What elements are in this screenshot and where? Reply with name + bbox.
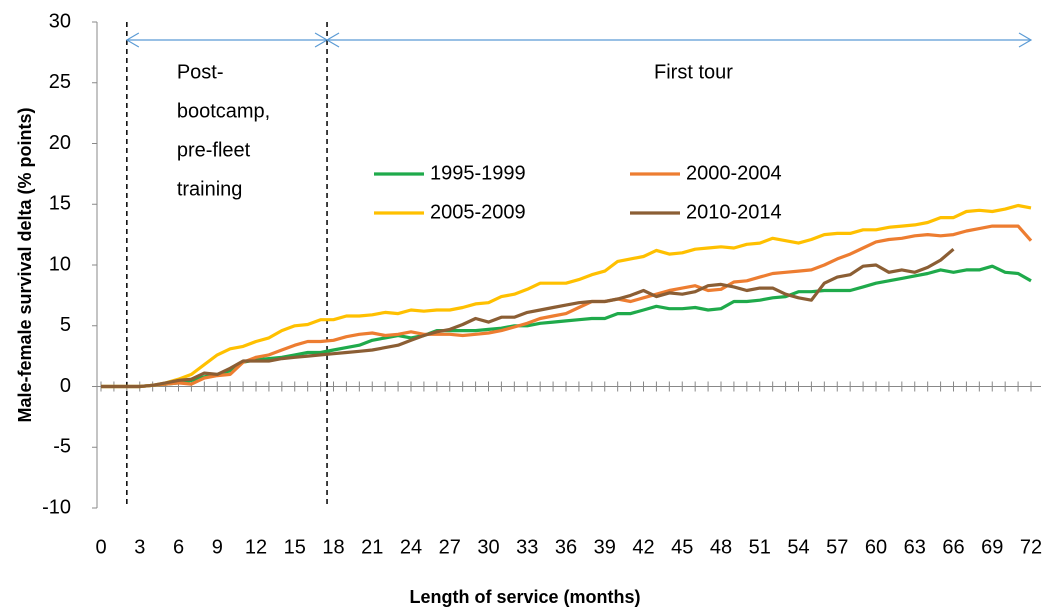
phase-label: training	[177, 178, 243, 200]
x-tick-label: 9	[212, 536, 223, 558]
y-tick-label: 0	[60, 375, 71, 397]
arrow-head	[1018, 32, 1033, 48]
x-tick-label: 15	[284, 536, 306, 558]
x-tick-label: 48	[710, 536, 732, 558]
x-tick-label: 57	[826, 536, 848, 558]
x-tick-label: 27	[439, 536, 461, 558]
legend-label: 2000-2004	[686, 162, 782, 184]
phase-label: pre-fleet	[177, 139, 251, 161]
x-tick-label: 21	[361, 536, 383, 558]
y-tick-label: 5	[60, 314, 71, 336]
y-tick-label: -10	[42, 496, 71, 518]
x-tick-label: 42	[632, 536, 654, 558]
x-axis-title: Length of service (months)	[409, 587, 640, 607]
arrow-head	[125, 32, 140, 48]
x-tick-label: 69	[981, 536, 1003, 558]
series-line	[101, 224, 1033, 389]
y-tick-label: 20	[49, 132, 71, 154]
series-line	[101, 203, 1032, 389]
x-tick-label: 33	[516, 536, 538, 558]
legend-label: 1995-1999	[430, 162, 526, 184]
x-tick-label: 3	[134, 536, 145, 558]
y-axis-title: Male-female survival delta (% points)	[15, 107, 35, 422]
x-tick-label: 60	[865, 536, 887, 558]
legend-label: 2005-2009	[430, 201, 526, 223]
x-tick-label: 45	[671, 536, 693, 558]
x-tick-label: 66	[942, 536, 964, 558]
arrow-head	[325, 32, 340, 48]
x-tick-label: 0	[95, 536, 106, 558]
phase-label: bootcamp,	[177, 100, 270, 122]
y-tick-label: 15	[49, 193, 71, 215]
x-tick-label: 24	[400, 536, 422, 558]
y-tick-label: 25	[49, 71, 71, 93]
phase-label: First tour	[654, 61, 733, 83]
x-tick-label: 63	[904, 536, 926, 558]
x-tick-label: 12	[245, 536, 267, 558]
x-tick-label: 18	[322, 536, 344, 558]
phase-label: Post-	[177, 61, 224, 83]
x-tick-label: 72	[1020, 536, 1042, 558]
x-tick-label: 54	[787, 536, 809, 558]
x-tick-label: 30	[477, 536, 499, 558]
x-tick-label: 36	[555, 536, 577, 558]
x-tick-label: 39	[594, 536, 616, 558]
series-line	[101, 247, 955, 389]
y-tick-label: 30	[49, 10, 71, 32]
x-tick-label: 6	[173, 536, 184, 558]
legend-label: 2010-2014	[686, 201, 782, 223]
y-tick-label: 10	[49, 253, 71, 275]
y-tick-label: -5	[53, 436, 71, 458]
x-tick-label: 51	[749, 536, 771, 558]
